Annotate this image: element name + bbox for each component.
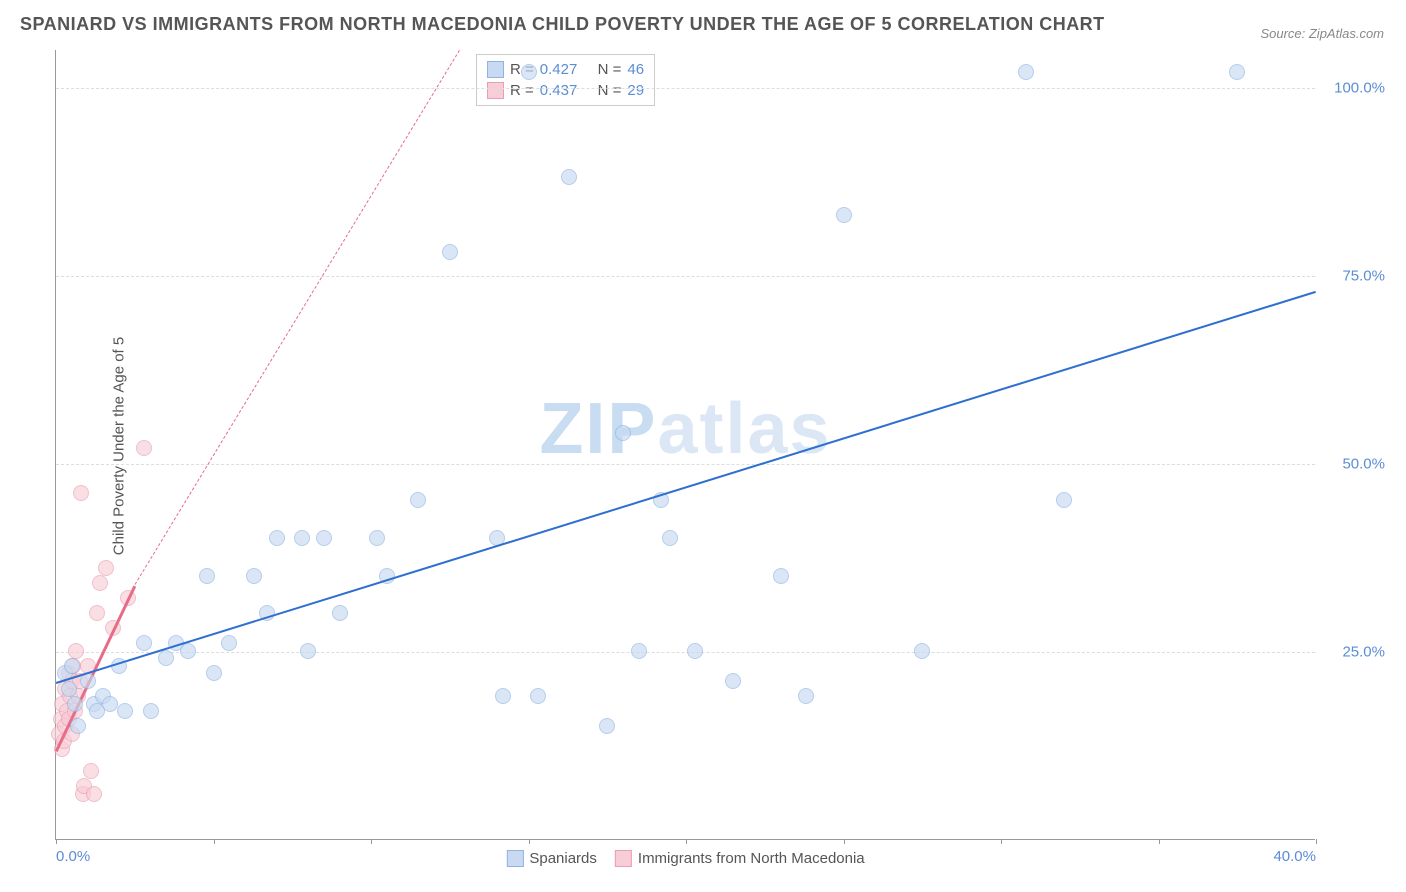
data-point — [316, 530, 332, 546]
bottom-legend: Spaniards Immigrants from North Macedoni… — [506, 850, 864, 867]
x-tick — [56, 839, 57, 844]
legend-label-spaniards: Spaniards — [529, 850, 597, 867]
data-point — [599, 718, 615, 734]
data-point — [70, 718, 86, 734]
data-point — [136, 440, 152, 456]
data-point — [495, 688, 511, 704]
data-point — [521, 64, 537, 80]
watermark-atlas: atlas — [657, 389, 831, 469]
data-point — [180, 643, 196, 659]
x-tick — [371, 839, 372, 844]
data-point — [67, 696, 83, 712]
data-point — [914, 643, 930, 659]
data-point — [246, 568, 262, 584]
r-value-macedonia: 0.437 — [540, 82, 578, 99]
data-point — [89, 605, 105, 621]
data-point — [1018, 64, 1034, 80]
legend-swatch-spaniards — [506, 850, 523, 867]
data-point — [615, 425, 631, 441]
legend-swatch-spaniards — [487, 61, 504, 78]
data-point — [798, 688, 814, 704]
stats-row-spaniards: R = 0.427 N = 46 — [487, 59, 644, 80]
data-point — [98, 560, 114, 576]
data-point — [143, 703, 159, 719]
data-point — [369, 530, 385, 546]
x-tick — [1159, 839, 1160, 844]
plot-area: ZIPatlas R = 0.427 N = 46 R = 0.437 N = … — [55, 50, 1315, 840]
y-tick-label: 100.0% — [1325, 79, 1385, 96]
n-label: N = — [598, 61, 622, 78]
legend-swatch-macedonia — [487, 82, 504, 99]
n-label: N = — [598, 82, 622, 99]
data-point — [687, 643, 703, 659]
watermark: ZIPatlas — [539, 388, 831, 470]
x-tick — [214, 839, 215, 844]
source-label: Source: ZipAtlas.com — [1260, 26, 1384, 41]
data-point — [725, 673, 741, 689]
data-point — [117, 703, 133, 719]
r-value-spaniards: 0.427 — [540, 61, 578, 78]
data-point — [158, 650, 174, 666]
watermark-zip: ZIP — [539, 389, 657, 469]
legend-item-spaniards: Spaniards — [506, 850, 597, 867]
x-tick — [844, 839, 845, 844]
data-point — [221, 635, 237, 651]
gridline — [56, 464, 1315, 465]
data-point — [206, 665, 222, 681]
data-point — [631, 643, 647, 659]
data-point — [73, 485, 89, 501]
x-tick — [1001, 839, 1002, 844]
data-point — [83, 763, 99, 779]
data-point — [442, 244, 458, 260]
y-tick-label: 50.0% — [1325, 455, 1385, 472]
x-tick-label: 0.0% — [56, 848, 90, 865]
data-point — [102, 696, 118, 712]
legend-label-macedonia: Immigrants from North Macedonia — [638, 850, 865, 867]
gridline — [56, 88, 1315, 89]
chart-root: SPANIARD VS IMMIGRANTS FROM NORTH MACEDO… — [0, 0, 1406, 892]
x-tick-label: 40.0% — [1273, 848, 1316, 865]
y-tick-label: 75.0% — [1325, 267, 1385, 284]
data-point — [199, 568, 215, 584]
data-point — [136, 635, 152, 651]
data-point — [561, 169, 577, 185]
stats-legend-box: R = 0.427 N = 46 R = 0.437 N = 29 — [476, 54, 655, 106]
x-tick — [1316, 839, 1317, 844]
data-point — [64, 658, 80, 674]
data-point — [410, 492, 426, 508]
data-point — [68, 643, 84, 659]
data-point — [1056, 492, 1072, 508]
data-point — [92, 575, 108, 591]
data-point — [61, 681, 77, 697]
gridline — [56, 652, 1315, 653]
data-point — [332, 605, 348, 621]
r-label: R = — [510, 82, 534, 99]
x-tick — [686, 839, 687, 844]
data-point — [86, 786, 102, 802]
x-tick — [529, 839, 530, 844]
y-tick-label: 25.0% — [1325, 643, 1385, 660]
n-value-macedonia: 29 — [627, 82, 644, 99]
data-point — [294, 530, 310, 546]
data-point — [1229, 64, 1245, 80]
chart-title: SPANIARD VS IMMIGRANTS FROM NORTH MACEDO… — [20, 14, 1105, 35]
gridline — [56, 276, 1315, 277]
trend-line — [56, 291, 1317, 684]
n-value-spaniards: 46 — [627, 61, 644, 78]
data-point — [836, 207, 852, 223]
legend-swatch-macedonia — [615, 850, 632, 867]
data-point — [662, 530, 678, 546]
data-point — [530, 688, 546, 704]
data-point — [269, 530, 285, 546]
stats-row-macedonia: R = 0.437 N = 29 — [487, 80, 644, 101]
data-point — [300, 643, 316, 659]
legend-item-macedonia: Immigrants from North Macedonia — [615, 850, 865, 867]
data-point — [773, 568, 789, 584]
